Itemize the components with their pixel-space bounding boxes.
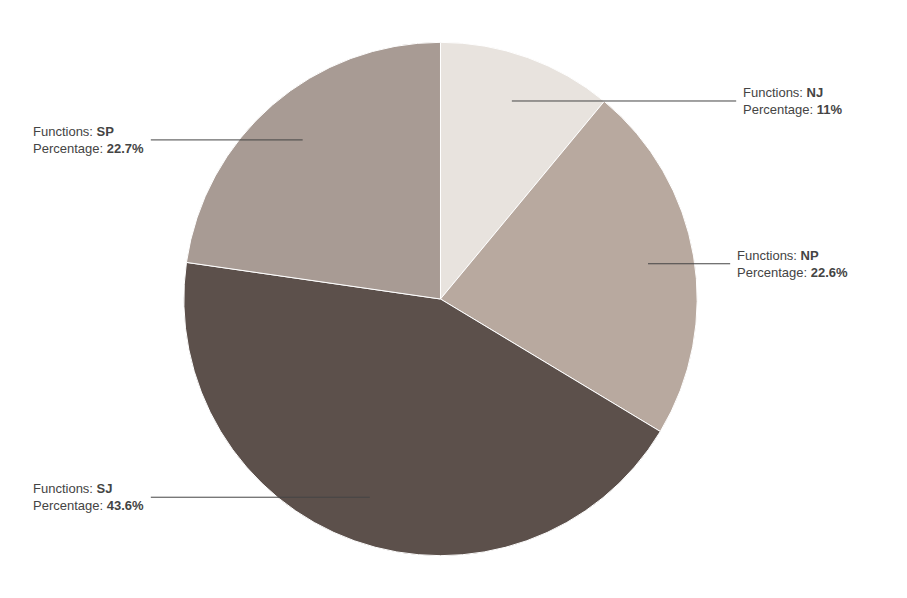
- svg-text:Functions: NPPercentage: 22.6%: Functions: NPPercentage: 22.6%: [737, 248, 848, 280]
- svg-text:Functions: SPPercentage: 22.7%: Functions: SPPercentage: 22.7%: [33, 124, 144, 156]
- svg-text:Functions: NJPercentage: 11%: Functions: NJPercentage: 11%: [743, 85, 842, 117]
- svg-text:Functions: SJPercentage: 43.6%: Functions: SJPercentage: 43.6%: [33, 481, 144, 513]
